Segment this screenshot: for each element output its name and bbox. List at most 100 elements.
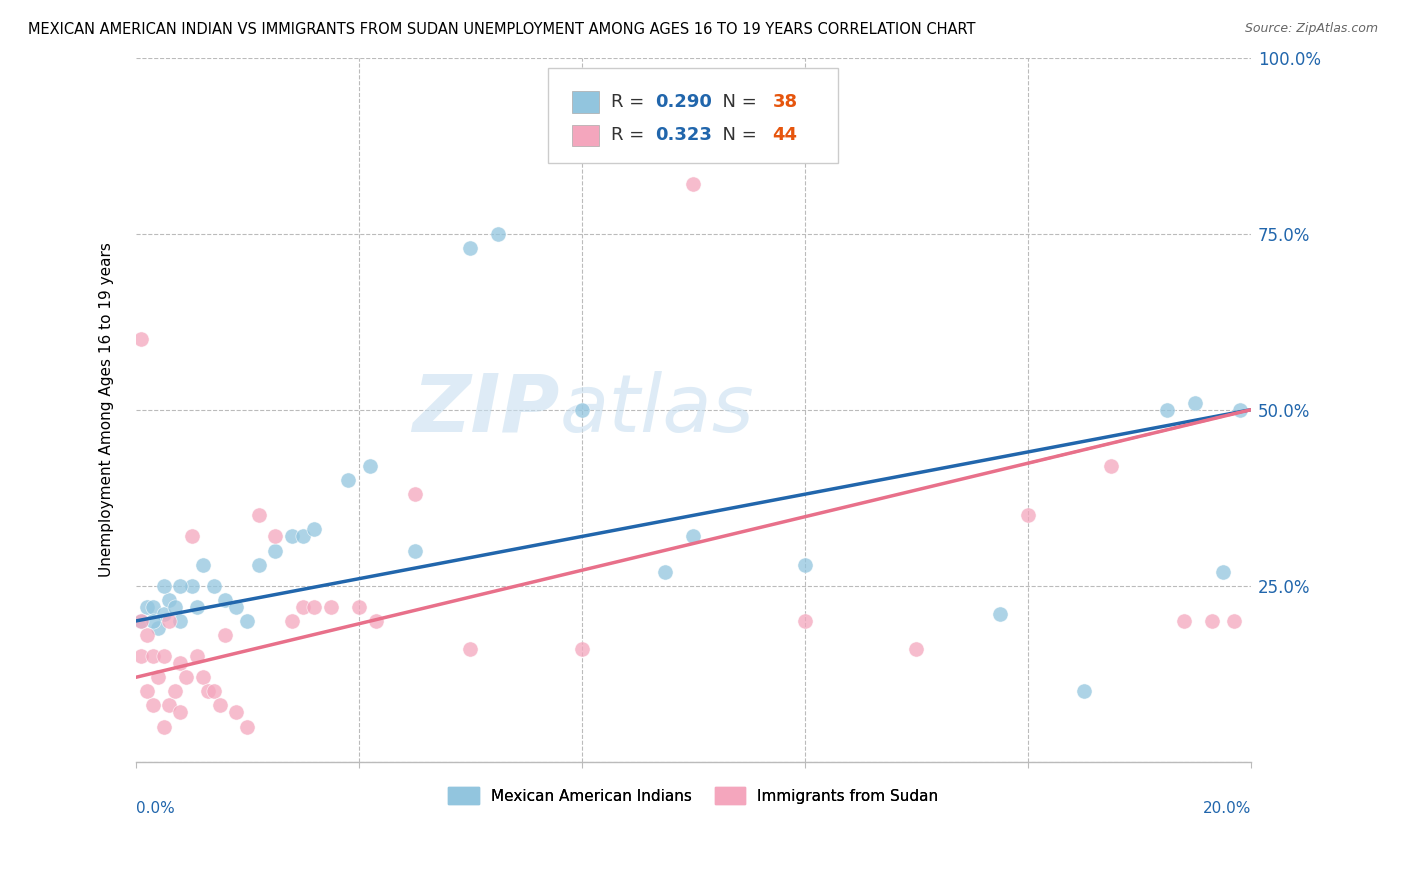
Text: 0.323: 0.323 <box>655 126 713 145</box>
Point <box>571 642 593 657</box>
Point <box>988 607 1011 621</box>
Point <box>152 649 174 664</box>
Point <box>304 599 326 614</box>
Point <box>136 684 159 698</box>
Point <box>319 599 342 614</box>
Text: 38: 38 <box>772 93 797 111</box>
Point <box>682 529 704 543</box>
Point <box>1017 508 1039 523</box>
Legend: Mexican American Indians, Immigrants from Sudan: Mexican American Indians, Immigrants fro… <box>441 780 945 811</box>
Point <box>225 599 247 614</box>
Point <box>1223 614 1246 628</box>
Point <box>152 607 174 621</box>
Text: Source: ZipAtlas.com: Source: ZipAtlas.com <box>1244 22 1378 36</box>
Point <box>247 558 270 572</box>
Point <box>236 614 259 628</box>
Point <box>169 579 191 593</box>
Point <box>208 698 231 713</box>
Point <box>157 592 180 607</box>
Point <box>793 558 815 572</box>
Point <box>905 642 928 657</box>
FancyBboxPatch shape <box>548 69 838 163</box>
Point <box>148 621 170 635</box>
Point <box>142 649 165 664</box>
Point <box>136 628 159 642</box>
Point <box>197 684 219 698</box>
Text: 44: 44 <box>772 126 797 145</box>
Point <box>148 670 170 684</box>
Point <box>214 592 236 607</box>
Y-axis label: Unemployment Among Ages 16 to 19 years: Unemployment Among Ages 16 to 19 years <box>100 243 114 577</box>
Point <box>152 720 174 734</box>
Point <box>486 227 509 241</box>
Text: N =: N = <box>711 93 762 111</box>
Point <box>169 657 191 671</box>
Point <box>364 614 387 628</box>
Point <box>264 543 287 558</box>
Point <box>152 579 174 593</box>
Point <box>404 487 426 501</box>
Point <box>214 628 236 642</box>
Text: ZIP: ZIP <box>412 371 560 449</box>
Point <box>1173 614 1195 628</box>
Point <box>142 599 165 614</box>
Text: 0.0%: 0.0% <box>136 800 174 815</box>
Point <box>169 614 191 628</box>
Text: atlas: atlas <box>560 371 754 449</box>
Point <box>202 579 225 593</box>
Point <box>163 599 186 614</box>
Point <box>186 649 208 664</box>
Point <box>292 599 315 614</box>
Point <box>131 614 153 628</box>
Text: 20.0%: 20.0% <box>1202 800 1251 815</box>
Point <box>1184 395 1206 409</box>
Point <box>157 614 180 628</box>
Point <box>225 706 247 720</box>
Point <box>186 599 208 614</box>
Point <box>1229 402 1251 417</box>
Text: 0.290: 0.290 <box>655 93 713 111</box>
Point <box>191 670 214 684</box>
Point <box>142 698 165 713</box>
Point <box>347 599 370 614</box>
Point <box>336 473 359 487</box>
Point <box>247 508 270 523</box>
Point <box>174 670 197 684</box>
Text: N =: N = <box>711 126 762 145</box>
Text: MEXICAN AMERICAN INDIAN VS IMMIGRANTS FROM SUDAN UNEMPLOYMENT AMONG AGES 16 TO 1: MEXICAN AMERICAN INDIAN VS IMMIGRANTS FR… <box>28 22 976 37</box>
Point <box>654 565 676 579</box>
Point <box>180 529 202 543</box>
Point <box>1156 402 1178 417</box>
Point <box>163 684 186 698</box>
Point <box>157 698 180 713</box>
Point <box>180 579 202 593</box>
Point <box>169 706 191 720</box>
Point <box>304 523 326 537</box>
Point <box>131 649 153 664</box>
Text: R =: R = <box>610 93 650 111</box>
Point <box>1201 614 1223 628</box>
Point <box>1099 458 1122 473</box>
Point <box>1212 565 1234 579</box>
Point <box>682 178 704 192</box>
Point <box>571 402 593 417</box>
Point <box>142 614 165 628</box>
Point <box>281 529 304 543</box>
Point <box>359 458 381 473</box>
Point <box>131 614 153 628</box>
Point <box>264 529 287 543</box>
Point <box>404 543 426 558</box>
Point <box>281 614 304 628</box>
Point <box>136 599 159 614</box>
Text: R =: R = <box>610 126 650 145</box>
Point <box>236 720 259 734</box>
Point <box>131 332 153 346</box>
Point <box>191 558 214 572</box>
FancyBboxPatch shape <box>572 92 599 112</box>
Point <box>460 642 482 657</box>
Point <box>202 684 225 698</box>
Point <box>460 241 482 255</box>
Point <box>292 529 315 543</box>
FancyBboxPatch shape <box>572 125 599 145</box>
Point <box>793 614 815 628</box>
